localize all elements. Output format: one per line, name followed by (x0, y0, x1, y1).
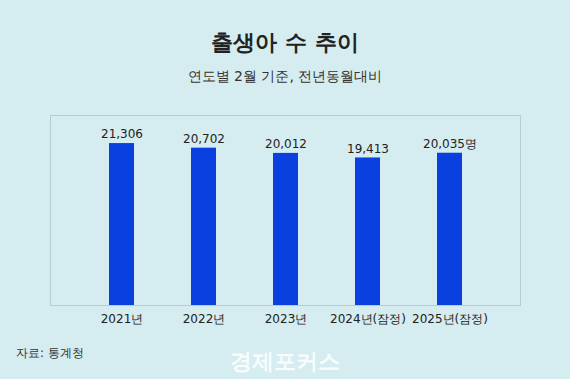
svg-text:19,413: 19,413 (347, 142, 389, 156)
svg-text:2024년(잠정): 2024년(잠정) (330, 312, 406, 326)
html-text:자료: 통계청: 자료: 통계청 (16, 346, 84, 360)
svg-text:20,012: 20,012 (265, 137, 307, 151)
svg-text:20,035명: 20,035명 (423, 137, 477, 151)
svg-text:2023년: 2023년 (265, 312, 308, 326)
svg-text:2025년(잠정): 2025년(잠정) (412, 312, 488, 326)
html-text:출생아 수 추이: 출생아 수 추이 (211, 30, 359, 55)
svg-text:20,702: 20,702 (183, 132, 225, 146)
svg-text:2021년: 2021년 (101, 312, 144, 326)
html-text:연도별 2월 기준, 전년동월대비: 연도별 2월 기준, 전년동월대비 (187, 68, 383, 84)
html-text:경제포커스: 경제포커스 (230, 349, 340, 374)
svg-text:2022년: 2022년 (183, 312, 226, 326)
svg-text:21,306: 21,306 (101, 127, 143, 141)
